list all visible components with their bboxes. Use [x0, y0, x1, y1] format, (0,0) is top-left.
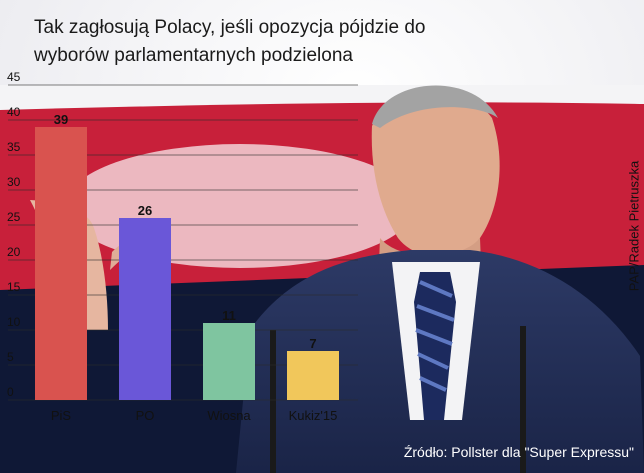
y-tick-label-0: 0	[7, 385, 14, 399]
x-tick-label-1: PO	[136, 408, 155, 423]
y-tick-label-8: 40	[7, 105, 21, 119]
y-tick-label-9: 45	[7, 70, 21, 84]
bar-1	[119, 218, 171, 400]
y-tick-label-3: 15	[7, 280, 21, 294]
source-note: Źródło: Pollster dla "Super Expressu"	[403, 444, 634, 460]
y-tick-label-4: 20	[7, 245, 21, 259]
chart-title-line-1: Tak zagłosują Polacy, jeśli opozycja pój…	[34, 17, 426, 38]
x-tick-label-2: Wiosna	[207, 408, 251, 423]
y-tick-label-5: 25	[7, 210, 21, 224]
y-tick-label-6: 30	[7, 175, 21, 189]
data-label-1: 26	[138, 203, 152, 218]
x-tick-label-3: Kukiz'15	[289, 408, 338, 423]
y-tick-label-7: 35	[7, 140, 21, 154]
bar-2	[203, 323, 255, 400]
y-tick-label-1: 5	[7, 350, 14, 364]
chart-title-line-2: wyborów parlamentarnych podzielona	[34, 45, 353, 66]
x-tick-label-0: PiS	[51, 408, 72, 423]
chart-title: Tak zagłosują Polacy, jeśli opozycja pój…	[34, 14, 474, 70]
data-label-2: 11	[222, 308, 236, 323]
photo-credit: PAP/Radek Pietruszka	[624, 126, 644, 326]
y-tick-label-2: 10	[7, 315, 21, 329]
data-label-3: 7	[309, 336, 316, 351]
bar-0	[35, 127, 87, 400]
data-label-0: 39	[54, 112, 68, 127]
bar-3	[287, 351, 339, 400]
photo-credit-text: PAP/Radek Pietruszka	[626, 160, 642, 292]
